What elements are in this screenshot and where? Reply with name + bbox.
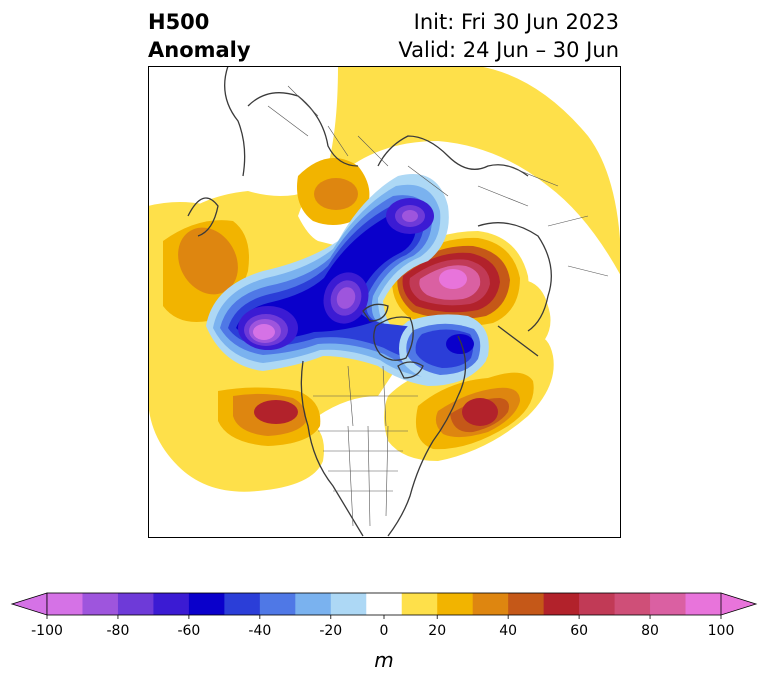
ridge-greenland-core [314,178,358,210]
greenland-coast [373,316,414,361]
trough-kara-sea-max [402,210,418,222]
colorbar-tick-label: -40 [248,623,271,639]
north-america-coast [300,335,467,537]
asia-interior-coast [187,66,246,237]
colorbar-swatch [117,593,154,615]
asia-country-lines [477,165,609,277]
borders [267,85,609,527]
colorbar-swatch [82,593,119,615]
colorbar-swatch [543,593,580,615]
colorbar-swatch [188,593,225,615]
title-right: Init: Fri 30 Jun 2023 Valid: 24 Jun – 30… [398,8,619,64]
colorbar-tick-label: 60 [570,623,588,639]
ridge-central-pacific-core [178,227,238,295]
coastlines [187,66,552,537]
eurasia-coast-east [477,222,552,357]
europe-country-lines [267,85,449,197]
colorbar-tick-label: 0 [380,623,389,639]
colorbar-swatch [47,593,83,615]
colorbar-tick-label: -60 [177,623,200,639]
colorbar-swatch [650,593,687,615]
colorbar-swatch [259,593,296,615]
colorbar-unit-label: m [374,648,393,672]
colorbar-swatch [685,593,722,615]
colorbar-swatch [614,593,651,615]
colorbar: -100 -80 -60 -40 -20 0 20 40 60 80 100 m [10,592,758,672]
title-left: H500 Anomaly [148,8,251,64]
trough-north-pacific-core [446,334,474,354]
colorbar-swatch [579,593,616,615]
anomaly-map [148,66,621,538]
init-date: Init: Fri 30 Jun 2023 [413,10,619,34]
colorbar-swatch [330,593,367,615]
us-state-lines [318,425,408,527]
title-anomaly: Anomaly [148,38,251,62]
colorbar-swatch [153,593,190,615]
colorbar-under-arrow [10,592,48,616]
arctic-islands [362,303,424,379]
colorbar-swatch [508,593,545,615]
trough-canadian-arctic-max [336,287,356,309]
ridge-north-atlantic-max [462,398,498,426]
colorbar-tick-label: -80 [107,623,130,639]
colorbar-tick-label: 100 [708,623,735,639]
map-frame [148,66,621,538]
colorbar-tick-label: 80 [641,623,659,639]
colorbar-swatch [437,593,474,615]
ridge-southwest-max [254,400,298,424]
colorbar-tick-label: 40 [499,623,517,639]
colorbar-swatch [401,593,438,615]
trough-pacific-alaska-max [253,324,275,340]
colorbar-tick-label: 20 [428,623,446,639]
colorbar-ticks: -100 -80 -60 -40 -20 0 20 40 60 80 100 [31,615,734,639]
canada-province-lines [313,365,418,427]
eurasia-coast-west [247,92,529,177]
title-variable: H500 [148,10,210,34]
colorbar-swatch [366,593,403,615]
colorbar-swatch [224,593,261,615]
valid-range: Valid: 24 Jun – 30 Jun [398,38,619,62]
colorbar-swatch [472,593,509,615]
colorbar-tick-label: -20 [319,623,342,639]
colorbar-boxes [10,592,758,616]
colorbar-tick-label: -100 [31,623,63,639]
colorbar-over-arrow [720,592,758,616]
ridge-siberia-max [439,269,467,289]
colorbar-swatch [295,593,332,615]
